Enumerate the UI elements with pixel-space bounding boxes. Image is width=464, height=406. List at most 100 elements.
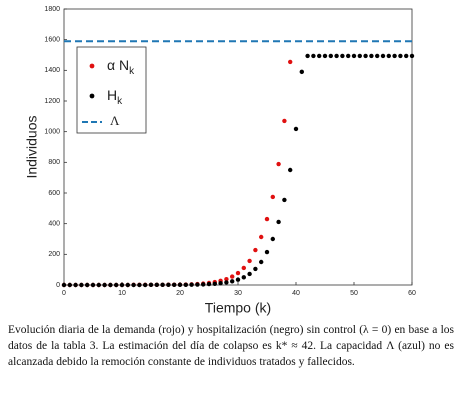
data-point: [137, 282, 142, 288]
data-point: [160, 282, 165, 288]
data-point: [224, 276, 229, 282]
data-point: [224, 280, 229, 285]
data-point: [253, 266, 258, 272]
data-point: [346, 53, 351, 59]
data-point: [218, 280, 223, 286]
data-point: [276, 161, 281, 167]
legend-name: H: [107, 87, 117, 103]
data-point: [102, 282, 107, 288]
y-tick-label: 200: [48, 251, 60, 258]
data-point: [125, 282, 130, 288]
caption: Evolución diaria de la demanda (rojo) y …: [8, 324, 454, 368]
data-point: [409, 53, 415, 59]
data-point: [253, 247, 258, 253]
legend-label: Λ: [110, 113, 120, 128]
data-point: [67, 282, 73, 288]
x-tick-label: 50: [350, 290, 358, 297]
data-point: [380, 53, 386, 59]
legend-subscript: k: [117, 96, 123, 107]
legend-box: [76, 46, 147, 134]
data-point: [206, 281, 212, 287]
data-point: [259, 234, 264, 240]
data-point: [340, 53, 345, 59]
y-tick-label: 0: [56, 282, 60, 289]
legend-label: α Nk: [107, 57, 135, 77]
legend-subscript: k: [129, 66, 135, 77]
data-point: [73, 282, 78, 288]
chart: Tiempo (k) Individuos 0 10 20 30 40 50 6002004…: [24, 6, 416, 316]
data-point: [264, 249, 270, 255]
data-point: [108, 282, 113, 288]
data-point: [276, 219, 281, 225]
data-point: [79, 282, 84, 288]
data-point: [288, 167, 293, 173]
y-tick-label: 800: [48, 159, 60, 166]
data-point: [386, 53, 391, 59]
data-point: [270, 194, 275, 200]
data-point: [183, 282, 188, 288]
y-tick-label: 1800: [44, 6, 60, 13]
data-point: [235, 277, 241, 282]
y-tick-label: 400: [48, 221, 60, 228]
data-point: [247, 258, 252, 264]
x-tick-label: 0: [62, 290, 66, 297]
data-point: [96, 282, 102, 288]
legend-marker: [89, 63, 95, 69]
data-point: [241, 275, 246, 280]
data-point: [363, 53, 368, 59]
data-point: [195, 282, 200, 287]
data-point: [264, 216, 270, 222]
data-point: [282, 197, 287, 203]
x-tick-label: 60: [408, 290, 416, 297]
data-point: [61, 282, 67, 288]
data-point: [189, 282, 194, 287]
legend-name: α N: [107, 57, 129, 73]
data-point: [404, 53, 409, 59]
legend-marker: [89, 93, 95, 99]
data-point: [154, 282, 159, 288]
data-point: [148, 282, 154, 288]
data-point: [357, 53, 362, 59]
data-point: [299, 69, 304, 75]
data-point: [241, 265, 246, 271]
data-point: [375, 53, 380, 59]
data-point: [369, 53, 374, 59]
data-point: [212, 281, 217, 286]
data-point: [85, 282, 90, 288]
y-tick-label: 1400: [44, 67, 60, 74]
data-point: [317, 53, 322, 59]
data-point: [282, 118, 287, 124]
x-tick-label: 30: [234, 290, 242, 297]
data-point: [392, 53, 397, 59]
data-point: [311, 53, 316, 59]
data-point: [172, 282, 177, 288]
data-point: [230, 279, 235, 284]
data-point: [201, 282, 206, 287]
y-tick-label: 1600: [44, 37, 60, 44]
data-point: [114, 282, 119, 288]
data-point: [177, 282, 183, 288]
data-point: [398, 53, 403, 59]
y-tick-label: 1000: [44, 129, 60, 136]
data-point: [351, 53, 357, 59]
data-point: [143, 282, 148, 288]
y-tick-label: 1200: [44, 98, 60, 105]
data-point: [166, 282, 171, 288]
data-point: [322, 53, 328, 59]
data-point: [259, 259, 264, 265]
data-point: [90, 282, 96, 288]
data-point: [247, 271, 252, 277]
data-point: [131, 282, 136, 288]
data-point: [305, 53, 310, 59]
legend-label: Hk: [107, 87, 123, 107]
data-point: [119, 282, 125, 288]
data-point: [293, 126, 299, 132]
x-tick-label: 10: [118, 290, 126, 297]
x-tick-label: 40: [292, 290, 300, 297]
data-point: [230, 274, 235, 279]
y-axis-label: Individuos: [24, 115, 40, 178]
y-tick-label: 600: [48, 190, 60, 197]
x-axis-label: Tiempo (k): [205, 300, 271, 316]
x-tick-label: 20: [176, 290, 184, 297]
